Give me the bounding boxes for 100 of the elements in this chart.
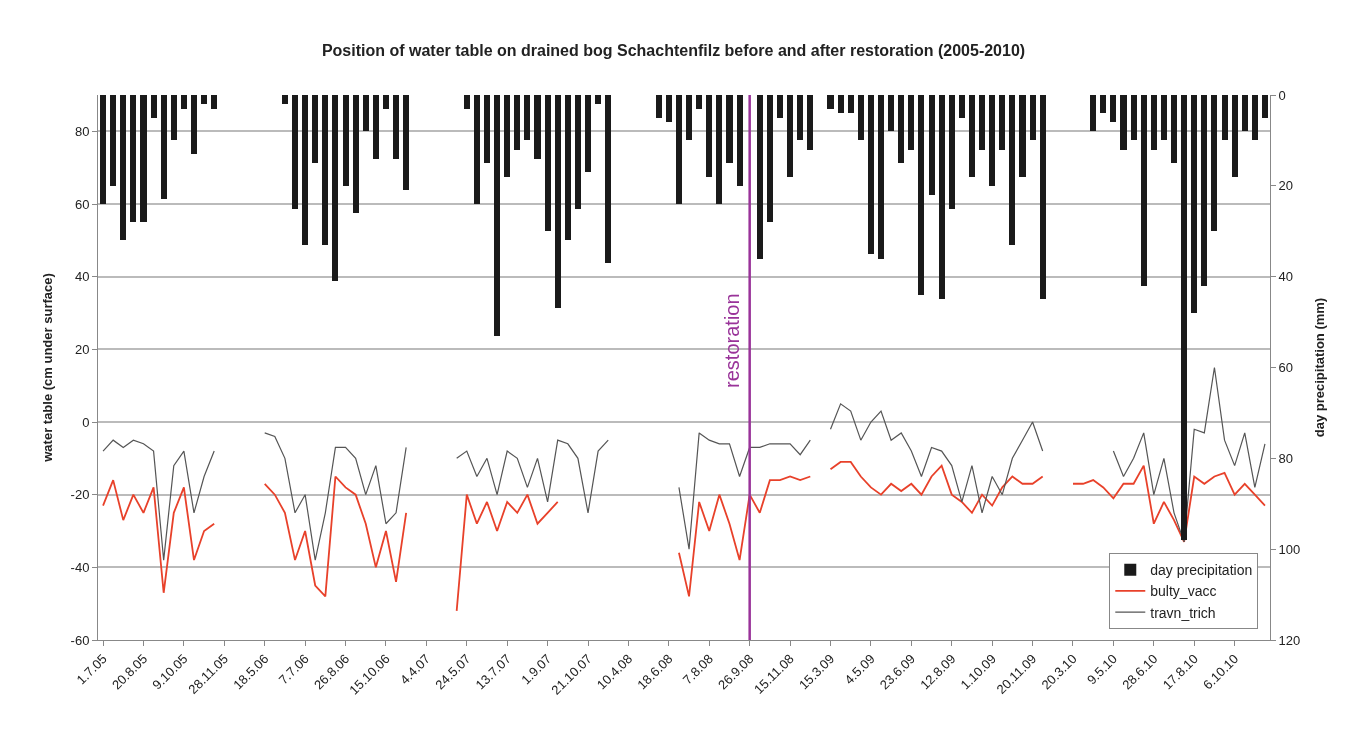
y-tick-label: 60 xyxy=(74,196,90,212)
bar xyxy=(827,95,834,109)
y-tick-label: 80 xyxy=(74,123,90,139)
bar xyxy=(807,95,813,150)
bar xyxy=(1181,95,1187,540)
y-axis-title: water table (cm under surface) xyxy=(39,273,55,463)
y2-tick-label: 80 xyxy=(1278,450,1294,466)
bar xyxy=(868,95,874,254)
bar xyxy=(898,95,904,163)
bar xyxy=(575,95,581,209)
bar xyxy=(939,95,945,299)
bar xyxy=(282,95,288,104)
bar xyxy=(848,95,854,113)
bar xyxy=(1100,95,1106,113)
bar xyxy=(555,95,561,308)
bar xyxy=(343,95,349,186)
bar xyxy=(858,95,864,140)
bar xyxy=(191,95,197,154)
bar xyxy=(1262,95,1268,118)
y2-tick-label: 100 xyxy=(1278,541,1301,557)
bar xyxy=(140,95,147,222)
bar xyxy=(312,95,318,163)
legend-label: bulty_vacc xyxy=(1150,583,1217,600)
bar xyxy=(1191,95,1197,313)
bar xyxy=(1252,95,1258,140)
bar xyxy=(1141,95,1147,286)
bar xyxy=(686,95,692,140)
bar xyxy=(130,95,136,222)
y-tick-label: -40 xyxy=(70,559,90,575)
bar xyxy=(999,95,1005,150)
bar xyxy=(484,95,490,163)
bar xyxy=(353,95,359,213)
bar xyxy=(737,95,743,186)
bar xyxy=(1222,95,1228,140)
bar xyxy=(120,95,126,240)
bar xyxy=(110,95,116,186)
y2-axis-title: day precipitation (mm) xyxy=(1311,297,1327,438)
bar xyxy=(888,95,894,131)
legend-label: travn_trich xyxy=(1150,604,1216,621)
bar xyxy=(545,95,551,231)
y2-tick-label: 0 xyxy=(1278,87,1286,103)
y2-tick-label: 40 xyxy=(1278,269,1294,285)
y-tick-label: 40 xyxy=(74,269,90,285)
bar xyxy=(1030,95,1036,140)
bar xyxy=(989,95,995,186)
bar xyxy=(464,95,470,109)
bar xyxy=(949,95,955,209)
legend-label: day precipitation xyxy=(1150,562,1253,579)
bar xyxy=(181,95,187,109)
bar xyxy=(696,95,702,109)
bar xyxy=(929,95,935,195)
bar xyxy=(1120,95,1127,150)
bar xyxy=(504,95,510,177)
y-tick-label: -20 xyxy=(70,487,90,503)
y2-tick-label: 120 xyxy=(1278,632,1301,648)
bar xyxy=(171,95,177,140)
bar xyxy=(666,95,672,122)
bar xyxy=(211,95,217,109)
bar xyxy=(1090,95,1096,131)
bar xyxy=(292,95,298,209)
bar xyxy=(797,95,803,140)
bar xyxy=(1232,95,1238,177)
bar xyxy=(716,95,722,204)
bar xyxy=(656,95,662,118)
bar xyxy=(363,95,369,131)
bar xyxy=(514,95,520,150)
bar xyxy=(757,95,763,259)
bar xyxy=(565,95,571,240)
bar xyxy=(1211,95,1217,231)
bar xyxy=(332,95,338,281)
bar xyxy=(969,95,975,177)
y-tick-label: -60 xyxy=(70,632,90,648)
bar xyxy=(777,95,783,118)
bar xyxy=(474,95,480,204)
bar xyxy=(201,95,207,104)
bar xyxy=(494,95,500,336)
bar xyxy=(393,95,399,159)
ref-line-label: restoration xyxy=(721,293,744,388)
bar xyxy=(595,95,601,104)
bar xyxy=(605,95,611,263)
bar xyxy=(979,95,985,150)
bar xyxy=(767,95,773,222)
bar xyxy=(878,95,884,259)
bar xyxy=(322,95,328,245)
bar xyxy=(1151,95,1157,150)
y2-tick-label: 20 xyxy=(1278,178,1294,194)
y-tick-label: 0 xyxy=(82,414,90,430)
bar xyxy=(1171,95,1177,163)
bar xyxy=(373,95,379,159)
bar xyxy=(1201,95,1207,286)
bar xyxy=(706,95,712,177)
bar xyxy=(1161,95,1167,140)
bar xyxy=(726,95,733,163)
bar xyxy=(1040,95,1046,299)
bar xyxy=(959,95,965,118)
bar xyxy=(151,95,157,118)
bar xyxy=(676,95,682,204)
y-tick-label: 20 xyxy=(74,341,90,357)
bar xyxy=(383,95,389,109)
bar xyxy=(1131,95,1137,140)
